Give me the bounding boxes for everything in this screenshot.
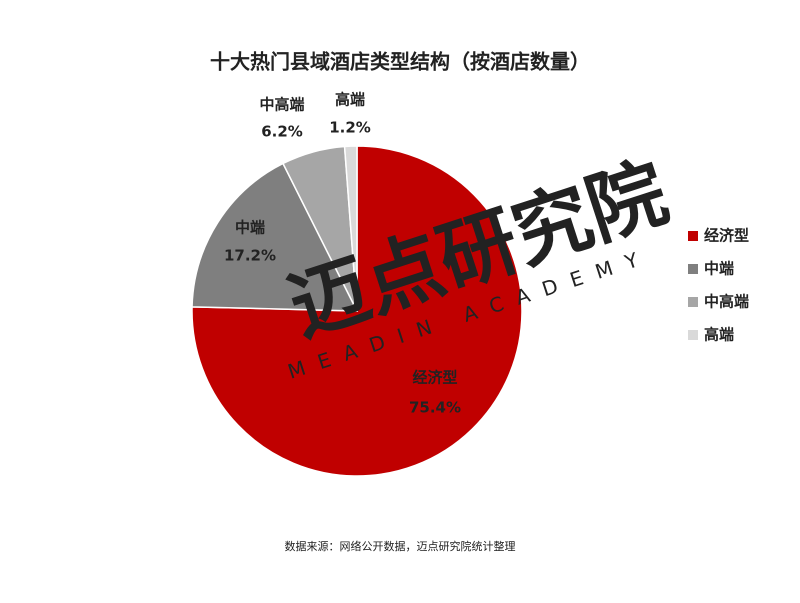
pie-slice bbox=[343, 145, 358, 312]
chart-title: 十大热门县域酒店类型结构（按酒店数量） bbox=[210, 50, 590, 74]
data-label: 17.2% bbox=[224, 247, 276, 265]
slice-category-label: 高端 bbox=[335, 91, 365, 109]
legend-label: 高端 bbox=[704, 326, 734, 344]
legend-swatch bbox=[688, 231, 698, 241]
slice-category-label: 经济型 bbox=[412, 369, 457, 387]
pie-slice bbox=[191, 162, 359, 312]
legend-swatch bbox=[688, 330, 698, 340]
legend-swatch bbox=[688, 297, 698, 307]
legend-label: 中端 bbox=[704, 260, 734, 278]
legend-label: 经济型 bbox=[704, 227, 749, 245]
source-note: 数据来源：网络公开数据，迈点研究院统计整理 bbox=[285, 539, 516, 553]
data-label: 75.4% bbox=[409, 399, 461, 417]
slice-category-label: 中高端 bbox=[259, 96, 304, 114]
slice-category-label: 中端 bbox=[235, 219, 265, 237]
data-label: 6.2% bbox=[261, 123, 303, 141]
legend-swatch bbox=[688, 264, 698, 274]
pie-slice bbox=[191, 145, 523, 477]
data-label: 1.2% bbox=[329, 119, 371, 137]
legend-label: 中高端 bbox=[704, 293, 749, 311]
